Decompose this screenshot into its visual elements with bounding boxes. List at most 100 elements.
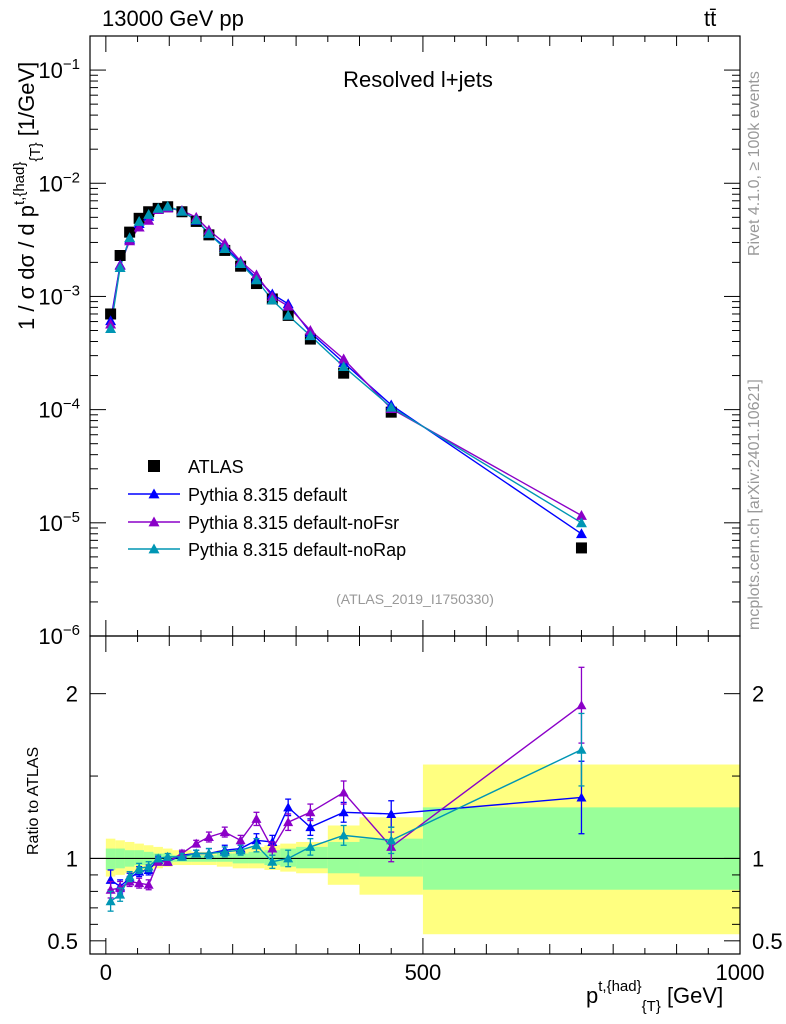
legend-label: Pythia 8.315 default-noRap	[188, 540, 406, 560]
x-axis-label: pt,{had}{T} [GeV]	[586, 978, 723, 1015]
ratio-point	[305, 841, 316, 851]
ratio-point	[338, 787, 349, 797]
ratio-point	[338, 807, 349, 817]
ratio-uncertainty-bands	[105, 764, 740, 935]
ratio-y-tick-label: 2	[66, 682, 78, 707]
ratio-point	[134, 863, 145, 873]
data-point	[105, 323, 117, 333]
data-point	[133, 215, 145, 226]
data-point	[143, 208, 155, 219]
points-noRap	[105, 200, 587, 528]
y-tick-label: 10−5	[38, 509, 80, 536]
ratio-band-inner	[105, 848, 116, 870]
ratio-point	[576, 700, 587, 710]
data-point	[176, 205, 188, 216]
legend-marker	[148, 516, 160, 527]
data-point	[304, 330, 316, 341]
ratio-point	[338, 830, 349, 840]
data-point	[162, 200, 174, 211]
data-point	[338, 361, 350, 371]
ratio-point	[386, 808, 397, 818]
legend-marker	[148, 543, 160, 554]
ratio-y-tick-label: 0.5	[47, 929, 78, 954]
y-tick-label: 10−2	[38, 169, 80, 196]
y-tick-label: 10−6	[38, 622, 80, 649]
data-point	[250, 274, 262, 285]
data-point	[105, 308, 117, 320]
ratio-y-tick-label: 1	[66, 846, 78, 871]
ratio-point	[251, 840, 262, 850]
ratio-point	[283, 853, 294, 863]
data-point	[152, 202, 164, 213]
ratio-point	[134, 878, 145, 888]
ratio-plot-frame	[89, 635, 741, 955]
data-point	[575, 510, 587, 520]
ratio-y-tick-label-right: 1	[752, 846, 764, 871]
ratio-band-inner	[134, 850, 144, 866]
data-point	[385, 401, 397, 412]
points-noFsr	[105, 202, 587, 520]
data-point	[282, 309, 294, 320]
legend-marker	[148, 460, 160, 472]
ratio-y-tick-label-right: 2	[752, 682, 764, 707]
x-tick-label: 500	[405, 960, 442, 985]
ratio-point	[267, 843, 278, 853]
data-point	[190, 214, 202, 225]
ratio-point	[143, 879, 154, 889]
ratio-band-inner	[296, 846, 328, 869]
y-axis-label: 1 / σ dσ / d pt,{had}{T} [1/GeV]	[11, 62, 44, 330]
energy-label: 13000 GeV pp	[102, 6, 244, 31]
process-label: tt̄	[704, 6, 717, 31]
ratio-point	[191, 848, 202, 858]
data-point	[575, 517, 587, 528]
data-point	[338, 367, 350, 379]
data-point	[114, 250, 126, 262]
data-point	[575, 542, 587, 554]
data-point	[282, 300, 294, 311]
ratio-series-noRap	[105, 712, 587, 912]
ratio-point	[203, 832, 214, 842]
ratio-point	[203, 848, 214, 858]
data-point	[219, 237, 231, 248]
ratio-point	[235, 845, 246, 855]
ratio-point	[251, 813, 262, 823]
ratio-point	[235, 835, 246, 845]
legend-label: Pythia 8.315 default	[188, 485, 347, 505]
ratio-point	[386, 835, 397, 845]
ratio-y-axis-ticks	[90, 693, 740, 942]
data-point	[203, 227, 215, 238]
data-point	[133, 221, 145, 232]
ratio-point	[305, 822, 316, 832]
ratio-point	[219, 827, 230, 837]
data-point	[124, 226, 136, 238]
ratio-point	[162, 856, 173, 866]
legend: ATLAS Pythia 8.315 default Pythia 8.315 de…	[128, 457, 406, 560]
legend-label: ATLAS	[188, 457, 244, 477]
analysis-watermark: (ATLAS_2019_I1750330)	[336, 591, 494, 607]
ratio-point	[576, 744, 587, 754]
ratio-point	[176, 851, 187, 861]
data-point	[575, 528, 587, 539]
x-tick-label: 1000	[716, 960, 765, 985]
legend-label: Pythia 8.315 default-noFsr	[188, 513, 399, 533]
ratio-band-inner	[327, 841, 360, 874]
y-tick-label: 10−1	[38, 56, 80, 83]
x-axis-ticks	[105, 36, 741, 954]
ratio-point	[153, 853, 164, 863]
ratio-point	[143, 861, 154, 871]
ratio-point	[576, 792, 587, 802]
data-point	[143, 214, 155, 225]
ratio-point	[162, 851, 173, 861]
ratio-band-inner	[216, 853, 233, 862]
ratio-point	[105, 896, 116, 906]
ratio-point	[219, 846, 230, 856]
ratio-point	[267, 856, 278, 866]
y-tick-label: 10−4	[38, 396, 80, 423]
data-point	[235, 258, 247, 269]
ratio-point	[305, 807, 316, 817]
x-tick-label: 0	[100, 960, 112, 985]
ratio-y-tick-label-right: 0.5	[752, 929, 783, 954]
legend-marker	[148, 488, 160, 499]
data-point	[304, 325, 316, 335]
